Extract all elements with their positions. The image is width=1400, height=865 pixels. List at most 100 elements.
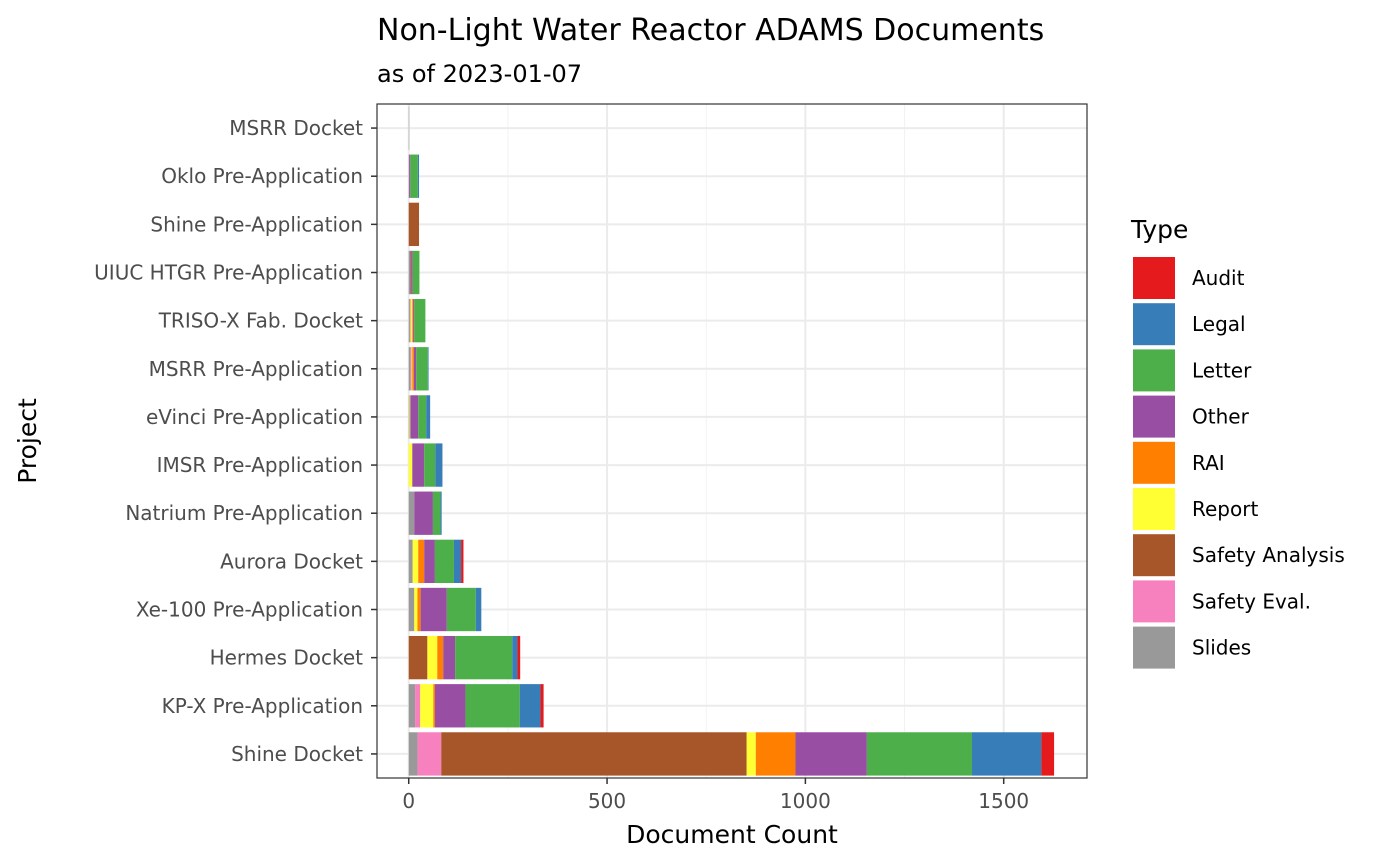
y-tick-label: Aurora Docket	[220, 549, 363, 573]
legend-label: Other	[1192, 405, 1250, 429]
bar-segment	[461, 539, 464, 584]
bar-segment	[420, 684, 434, 728]
legend: Type Audit Legal Letter Other RAI Report Safet…	[1130, 215, 1345, 669]
bar-segment	[410, 154, 418, 198]
y-tick-label: Shine Docket	[231, 742, 363, 766]
bar-segment	[410, 250, 412, 295]
bar-segment	[408, 732, 418, 776]
y-tick-label: Xe-100 Pre-Application	[136, 598, 363, 622]
bar-segment	[432, 491, 441, 535]
legend-key	[1133, 349, 1175, 392]
bar-segment	[408, 154, 410, 198]
bar-segment	[408, 491, 415, 535]
bar-segment	[411, 250, 413, 295]
bar-segment	[427, 635, 438, 680]
bar-segment	[424, 539, 435, 584]
bar-segment	[971, 732, 1042, 776]
y-tick-label: TRISO-X Fab. Docket	[158, 309, 363, 333]
bar-segment	[417, 587, 421, 632]
x-axis: 0 500 1000 1500	[402, 778, 1029, 813]
bar-segment	[412, 298, 414, 343]
y-tick-label: Hermes Docket	[210, 646, 364, 670]
bar-segment	[410, 395, 419, 439]
x-tick-label: 0	[402, 789, 415, 813]
bar-segment	[408, 202, 420, 247]
bar-segment	[408, 635, 428, 680]
bar-segment	[426, 395, 431, 439]
bar-segment	[418, 539, 425, 584]
legend-label: Safety Eval.	[1192, 589, 1311, 613]
bar-segment	[413, 298, 415, 343]
bar-segment	[453, 539, 462, 584]
bar-segment	[411, 347, 413, 391]
legend-key	[1133, 580, 1175, 623]
bar-segment	[414, 587, 418, 632]
y-tick-label: Oklo Pre-Application	[161, 164, 363, 188]
legend-key	[1133, 303, 1175, 346]
x-tick-label: 1000	[780, 789, 831, 813]
y-axis: MSRR Docket Oklo Pre-Application Shine Pre…	[94, 116, 377, 766]
bar-segment	[434, 539, 454, 584]
bar-segment	[408, 106, 410, 150]
legend-key	[1133, 395, 1175, 438]
bar-segment	[414, 491, 433, 535]
y-tick-label: eVinci Pre-Application	[146, 405, 363, 429]
bar-segment	[408, 443, 413, 487]
bar-segment	[417, 154, 420, 198]
y-tick-label: UIUC HTGR Pre-Application	[94, 261, 363, 285]
y-tick-label: IMSR Pre-Application	[157, 453, 363, 477]
legend-key	[1133, 626, 1175, 669]
bar-segment	[795, 732, 867, 776]
bar-segment	[412, 539, 419, 584]
legend-label: RAI	[1192, 451, 1225, 475]
chart-title: Non-Light Water Reactor ADAMS Documents	[377, 13, 1044, 48]
bar-segment	[866, 732, 972, 776]
bar-segment	[519, 684, 541, 728]
bar-segment	[441, 732, 747, 776]
bar-segment	[475, 587, 482, 632]
legend-title: Type	[1130, 215, 1188, 244]
bar-segment	[408, 395, 410, 439]
legend-key	[1133, 534, 1175, 577]
legend-label: Audit	[1192, 266, 1245, 290]
grid-lines	[377, 104, 1087, 778]
bar-segment	[409, 298, 411, 343]
bar-segment	[410, 347, 412, 391]
bar-segment	[410, 298, 413, 343]
bar-segment	[415, 684, 421, 728]
x-tick-label: 500	[588, 789, 626, 813]
bar-segment	[433, 684, 435, 728]
y-tick-label: KP-X Pre-Application	[162, 694, 363, 718]
y-tick-label: Natrium Pre-Application	[125, 501, 363, 525]
bar-segment	[409, 154, 411, 198]
bar-segment	[427, 347, 429, 391]
y-tick-label: Shine Pre-Application	[150, 212, 363, 236]
legend-key	[1133, 441, 1175, 484]
bar-segment	[408, 250, 411, 295]
bar-segment	[512, 635, 518, 680]
bar-segment	[408, 587, 415, 632]
legend-label: Safety Analysis	[1192, 543, 1345, 567]
legend-key	[1133, 488, 1175, 530]
bar-segment	[435, 443, 443, 487]
bar-segment	[408, 298, 410, 343]
bar-segment	[437, 635, 444, 680]
x-tick-label: 1500	[978, 789, 1029, 813]
bar-segment	[416, 347, 428, 391]
bar-segment	[408, 347, 411, 391]
bar-segment	[420, 587, 447, 632]
x-axis-title: Document Count	[626, 820, 838, 849]
bar-segment	[418, 395, 427, 439]
bar-segment	[1041, 732, 1055, 776]
y-tick-label: MSRR Docket	[229, 116, 363, 140]
bar-segment	[446, 587, 476, 632]
bar-segment	[440, 491, 442, 535]
y-tick-label: MSRR Pre-Application	[149, 357, 363, 381]
bar-segment	[746, 732, 756, 776]
legend-label: Slides	[1192, 636, 1251, 660]
bar-segment	[465, 684, 520, 728]
legend-label: Letter	[1192, 358, 1252, 382]
bar-segment	[755, 732, 796, 776]
bar-segment	[413, 347, 417, 391]
